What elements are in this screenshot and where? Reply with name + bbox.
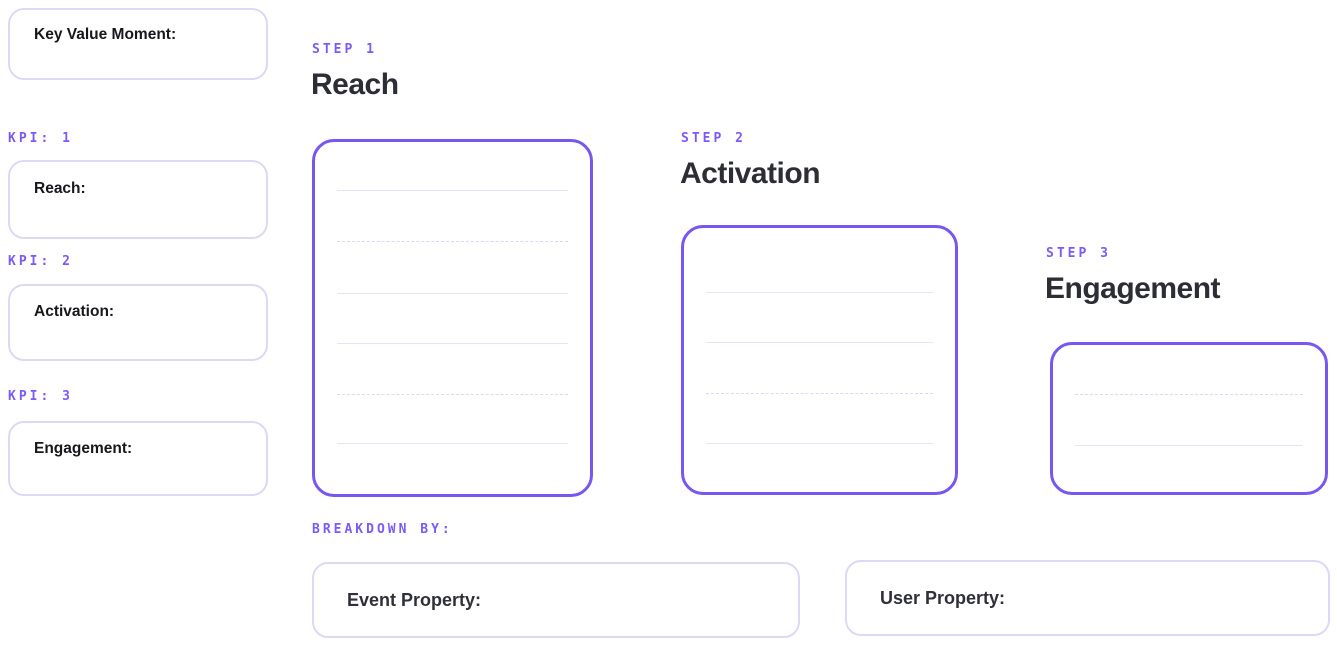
- ruled-line: [337, 343, 568, 344]
- step-2-title: Activation: [680, 157, 821, 190]
- step-1-label: STEP 1: [312, 42, 377, 57]
- kpi-2-value: Activation:: [34, 303, 115, 320]
- kpi-2-label: KPI: 2: [8, 254, 73, 269]
- ruled-line: [337, 293, 568, 294]
- ruled-line: [706, 443, 933, 444]
- event-property-label: Event Property:: [347, 589, 482, 610]
- key-value-moment-box[interactable]: Key Value Moment:: [8, 8, 268, 80]
- ruled-line: [1075, 394, 1303, 395]
- breakdown-by-label: BREAKDOWN BY:: [312, 522, 453, 537]
- ruled-line: [337, 190, 568, 191]
- kpi-2-box[interactable]: Activation:: [8, 284, 268, 361]
- step-3-label: STEP 3: [1046, 246, 1111, 261]
- ruled-line: [1075, 445, 1303, 446]
- kpi-3-box[interactable]: Engagement:: [8, 421, 268, 496]
- ruled-line: [706, 292, 933, 293]
- user-property-box[interactable]: User Property:: [845, 560, 1330, 636]
- ruled-line: [337, 241, 568, 242]
- kpi-3-value: Engagement:: [34, 440, 133, 457]
- step-1-box[interactable]: [312, 139, 593, 497]
- kpi-1-box[interactable]: Reach:: [8, 160, 268, 239]
- key-value-moment-label: Key Value Moment:: [34, 26, 177, 43]
- ruled-line: [706, 393, 933, 394]
- user-property-label: User Property:: [880, 587, 1006, 608]
- event-property-box[interactable]: Event Property:: [312, 562, 800, 638]
- kpi-1-label: KPI: 1: [8, 131, 73, 146]
- ruled-line: [706, 342, 933, 343]
- kpi-1-value: Reach:: [34, 180, 86, 197]
- kpi-3-label: KPI: 3: [8, 389, 73, 404]
- step-3-box[interactable]: [1050, 342, 1328, 495]
- ruled-line: [337, 394, 568, 395]
- ruled-line: [337, 443, 568, 444]
- step-1-title: Reach: [311, 68, 399, 101]
- step-2-label: STEP 2: [681, 131, 746, 146]
- step-2-box[interactable]: [681, 225, 958, 495]
- step-3-title: Engagement: [1045, 272, 1221, 305]
